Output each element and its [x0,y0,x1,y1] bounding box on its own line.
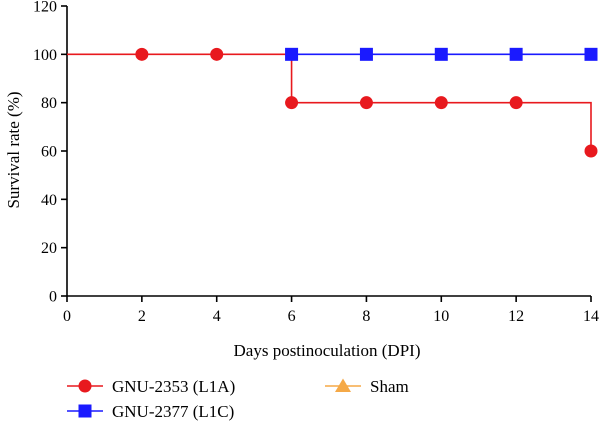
axes: 0 2 4 6 8 10 12 14 0 20 40 60 80 100 120 [33,0,599,325]
x-tick-label: 12 [508,308,524,325]
legend-label: GNU-2377 (L1C) [112,402,234,421]
x-tick-label: 6 [288,308,296,325]
legend: GNU-2353 (L1A) GNU-2377 (L1C) Sham [67,377,409,421]
y-tick-label: 20 [41,240,57,257]
series-2-point [285,47,299,61]
y-tick-label: 100 [33,47,57,64]
x-tick-label: 10 [433,308,449,325]
legend-item-2: GNU-2377 (L1C) [67,402,234,421]
legend-swatch-marker [78,379,92,393]
y-axis-title: Survival rate (%) [4,91,23,208]
series-1 [67,47,598,158]
legend-swatch-marker [335,378,351,392]
y-tick-label: 80 [41,95,57,112]
y-tick-label: 0 [49,289,57,306]
legend-label: GNU-2353 (L1A) [112,377,235,396]
legend-item-3: Sham [325,377,409,396]
x-tick-label: 14 [583,308,599,325]
series-layer [67,47,598,158]
series-2-point [584,47,598,61]
series-2-point [359,47,373,61]
legend-label: Sham [370,377,409,396]
y-tick-label: 60 [41,144,57,161]
series-1-point [509,96,523,110]
y-tick-label: 40 [41,192,57,209]
series-1-point [210,47,224,61]
series-2 [285,47,598,61]
x-axis-title: Days postinoculation (DPI) [234,341,421,360]
series-2-point [434,47,448,61]
series-1-point [135,47,149,61]
x-tick-label: 4 [213,308,221,325]
legend-item-1: GNU-2353 (L1A) [67,377,235,396]
series-1-point [285,96,299,110]
series-2-point [509,47,523,61]
x-tick-label: 8 [362,308,370,325]
x-tick-label: 2 [138,308,146,325]
y-tick-label: 120 [33,0,57,16]
x-tick-label: 0 [63,308,71,325]
series-1-point [434,96,448,110]
series-1-point [584,144,598,158]
legend-swatch-marker [78,404,92,418]
series-1-point [359,96,373,110]
